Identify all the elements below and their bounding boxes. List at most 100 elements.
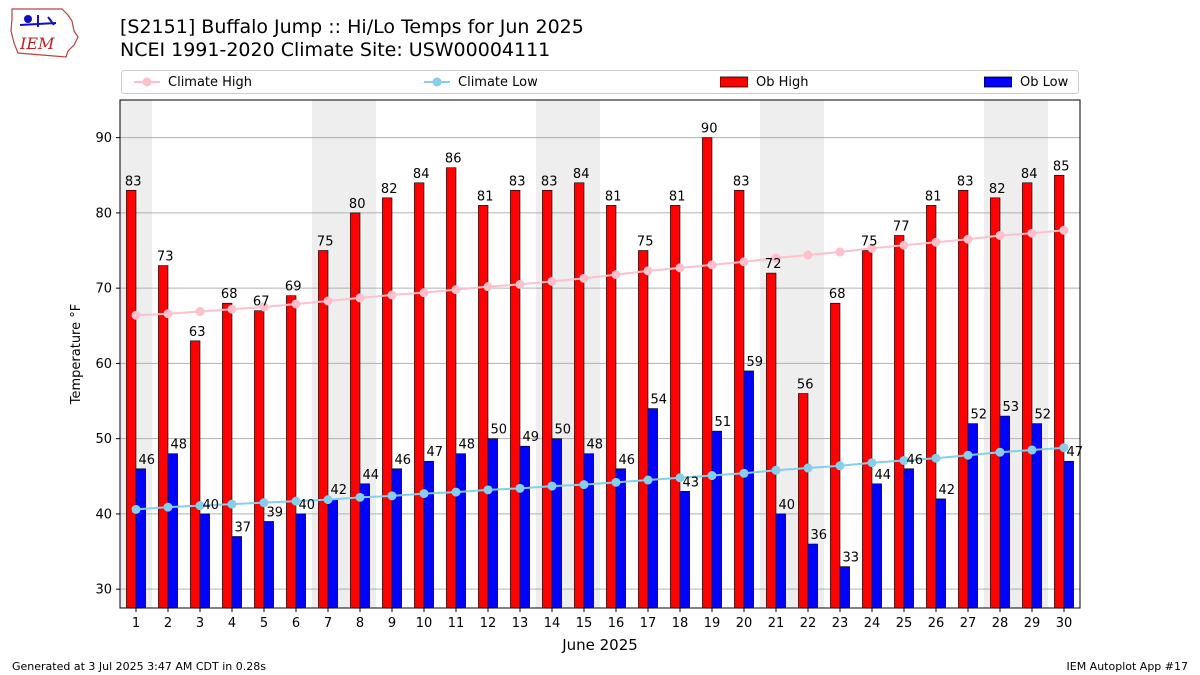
ob-high-bar [830, 302, 841, 609]
ob-low-bar [423, 460, 434, 609]
weekend-shade-day-21 [760, 100, 792, 608]
legend-label-ob-high: Ob High [756, 74, 809, 90]
x-tick-label: 17 [640, 616, 657, 631]
iem-logo: IEM [10, 8, 79, 58]
ob-low-label: 59 [747, 355, 764, 370]
ob-low-bar [519, 445, 530, 609]
ob-low-label: 52 [1035, 408, 1052, 423]
ob-low-bar [647, 408, 658, 609]
ob-high-label: 75 [861, 235, 878, 250]
climate-low-point [355, 492, 365, 502]
climate-high-point [643, 266, 653, 276]
ob-high-bar [670, 205, 681, 609]
ob-low-bar [199, 513, 210, 609]
climate-high-point [1027, 228, 1037, 238]
ob-low-label: 44 [875, 468, 892, 483]
ob-high-label: 81 [925, 189, 942, 204]
climate-low-point [515, 483, 525, 493]
climate-high-point [323, 296, 333, 306]
climate-high-point [707, 260, 717, 270]
ob-high-bar [542, 190, 553, 609]
ob-low-bar [391, 468, 402, 609]
ob-high-bar [926, 205, 937, 609]
ob-high-bar [798, 393, 809, 609]
ob-high-bar [702, 137, 713, 609]
bars [126, 137, 1074, 609]
ob-low-label: 48 [587, 438, 604, 453]
ob-low-label: 39 [267, 505, 284, 520]
ob-high-label: 80 [349, 197, 366, 212]
ob-high-bar [990, 197, 1001, 609]
y-tick-label: 40 [95, 507, 112, 522]
ob-low-bar [775, 513, 786, 609]
ob-high-label: 68 [221, 287, 238, 302]
ob-high-label: 69 [285, 280, 302, 295]
ob-high-label: 75 [637, 235, 654, 250]
x-tick-label: 30 [1056, 616, 1073, 631]
climate-low-point [419, 489, 429, 499]
climate-low-point [803, 463, 813, 473]
chart-subtitle: NCEI 1991-2020 Climate Site: USW00004111 [120, 39, 551, 61]
weekend-shade-day-28 [984, 100, 1016, 608]
ob-low-bar [679, 491, 690, 609]
climate-low-point [1059, 443, 1069, 453]
climate-high-point [451, 285, 461, 295]
ob-low-bar [135, 468, 146, 609]
bar-labels: 83 46 73 48 63 40 68 37 67 39 69 40 75 42 80 44 82 46 84 47… [125, 122, 1083, 566]
x-tick-label: 29 [1024, 616, 1041, 631]
climate-high-point [355, 293, 365, 303]
x-tick-label: 18 [672, 616, 689, 631]
climate-low-point [483, 485, 493, 495]
ob-high-label: 85 [1053, 159, 1070, 174]
x-tick-label: 26 [928, 616, 945, 631]
climate-high-point [227, 304, 237, 314]
ob-high-label: 68 [829, 287, 846, 302]
legend-swatch-climate-low [424, 77, 450, 87]
y-tick-label: 90 [95, 131, 112, 146]
ob-low-label: 46 [619, 453, 636, 468]
ob-high-bar [382, 197, 393, 609]
ob-low-label: 51 [715, 415, 732, 430]
ob-low-label: 52 [971, 408, 988, 423]
ob-low-label: 44 [363, 468, 380, 483]
ob-high-label: 84 [413, 167, 430, 182]
climate-low-point [291, 496, 301, 506]
weekend-shade-day-14 [536, 100, 568, 608]
y-tick-label: 60 [95, 357, 112, 372]
weekend-shade-day-1 [120, 100, 152, 608]
ob-high-label: 77 [893, 219, 910, 234]
x-tick-label: 24 [864, 616, 881, 631]
ob-high-bar [1022, 182, 1033, 609]
legend-rect-ob-high [720, 76, 748, 88]
ob-high-bar [510, 190, 521, 609]
x-tick-label: 1 [132, 616, 140, 631]
gridlines [120, 137, 1080, 590]
chart-title: [S2151] Buffalo Jump :: Hi/Lo Temps for … [120, 16, 584, 38]
ob-low-bar [231, 536, 242, 609]
x-tick-label: 7 [324, 616, 332, 631]
x-tick-label: 16 [608, 616, 625, 631]
climate-high-point [163, 309, 173, 319]
ob-high-label: 81 [669, 189, 686, 204]
climate-low-point [899, 455, 909, 465]
ob-low-bar [295, 513, 306, 609]
weekend-shading [120, 100, 1048, 608]
climate-low-point [771, 465, 781, 475]
ob-low-bar [1063, 460, 1074, 609]
ob-high-bar [318, 250, 329, 609]
ob-low-bar [871, 483, 882, 609]
climate-high-point [1059, 225, 1069, 235]
climate-low-point [163, 502, 173, 512]
ob-high-bar [766, 272, 777, 609]
climate-high-point [675, 263, 685, 273]
ob-high-bar [126, 190, 137, 609]
climate-high-point [547, 276, 557, 286]
climate-low-point [451, 487, 461, 497]
ob-low-bar [327, 498, 338, 609]
ob-low-label: 40 [299, 498, 316, 513]
ob-low-bar [711, 430, 722, 609]
ob-high-bar [894, 235, 905, 609]
ob-high-label: 73 [157, 250, 174, 265]
x-tick-label: 20 [736, 616, 753, 631]
